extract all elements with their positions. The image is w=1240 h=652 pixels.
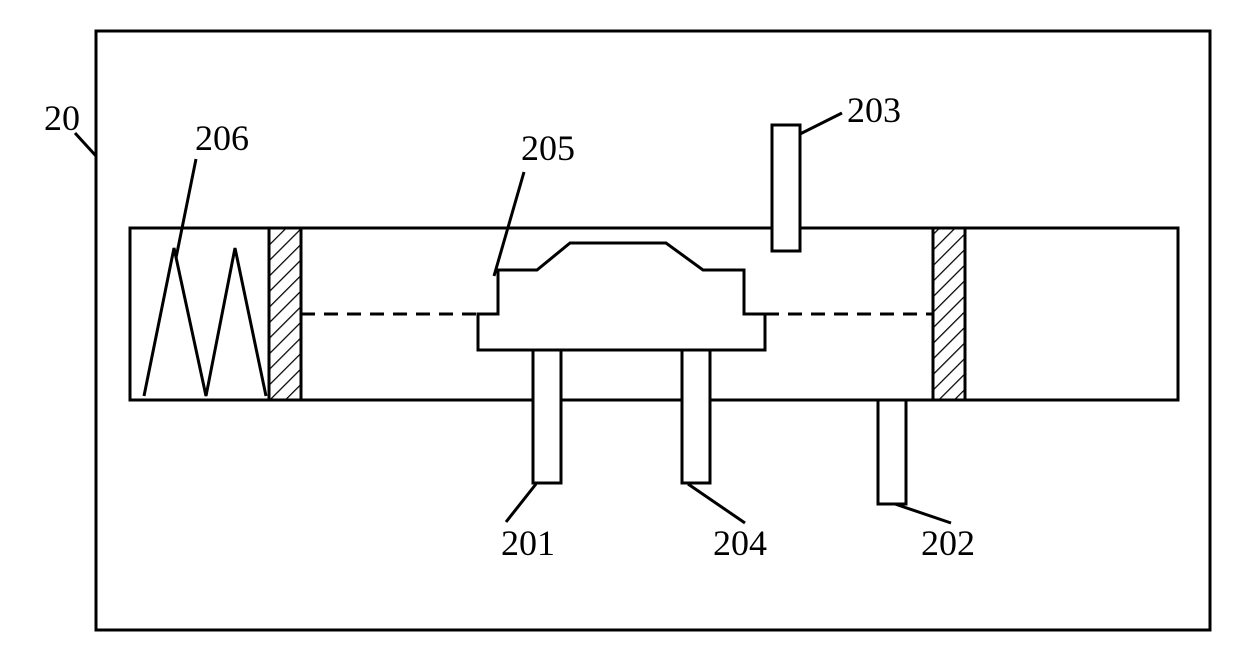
label-c206: 206 bbox=[195, 118, 249, 158]
port-p204 bbox=[682, 350, 710, 483]
leader-c201 bbox=[506, 484, 536, 522]
label-c201: 201 bbox=[501, 523, 555, 563]
label-c204: 204 bbox=[713, 523, 767, 563]
label-c203: 203 bbox=[847, 90, 901, 130]
hatched-wall-right bbox=[933, 228, 965, 400]
leader-c202 bbox=[895, 504, 951, 523]
port-p202 bbox=[878, 400, 906, 504]
label-c205: 205 bbox=[521, 128, 575, 168]
port-p203 bbox=[772, 125, 800, 251]
leader-c203 bbox=[800, 113, 842, 134]
label-20: 20 bbox=[44, 98, 80, 138]
label-c202: 202 bbox=[921, 523, 975, 563]
port-p201 bbox=[533, 350, 561, 483]
leader-c204 bbox=[688, 484, 745, 523]
hatched-wall-left bbox=[269, 228, 301, 400]
